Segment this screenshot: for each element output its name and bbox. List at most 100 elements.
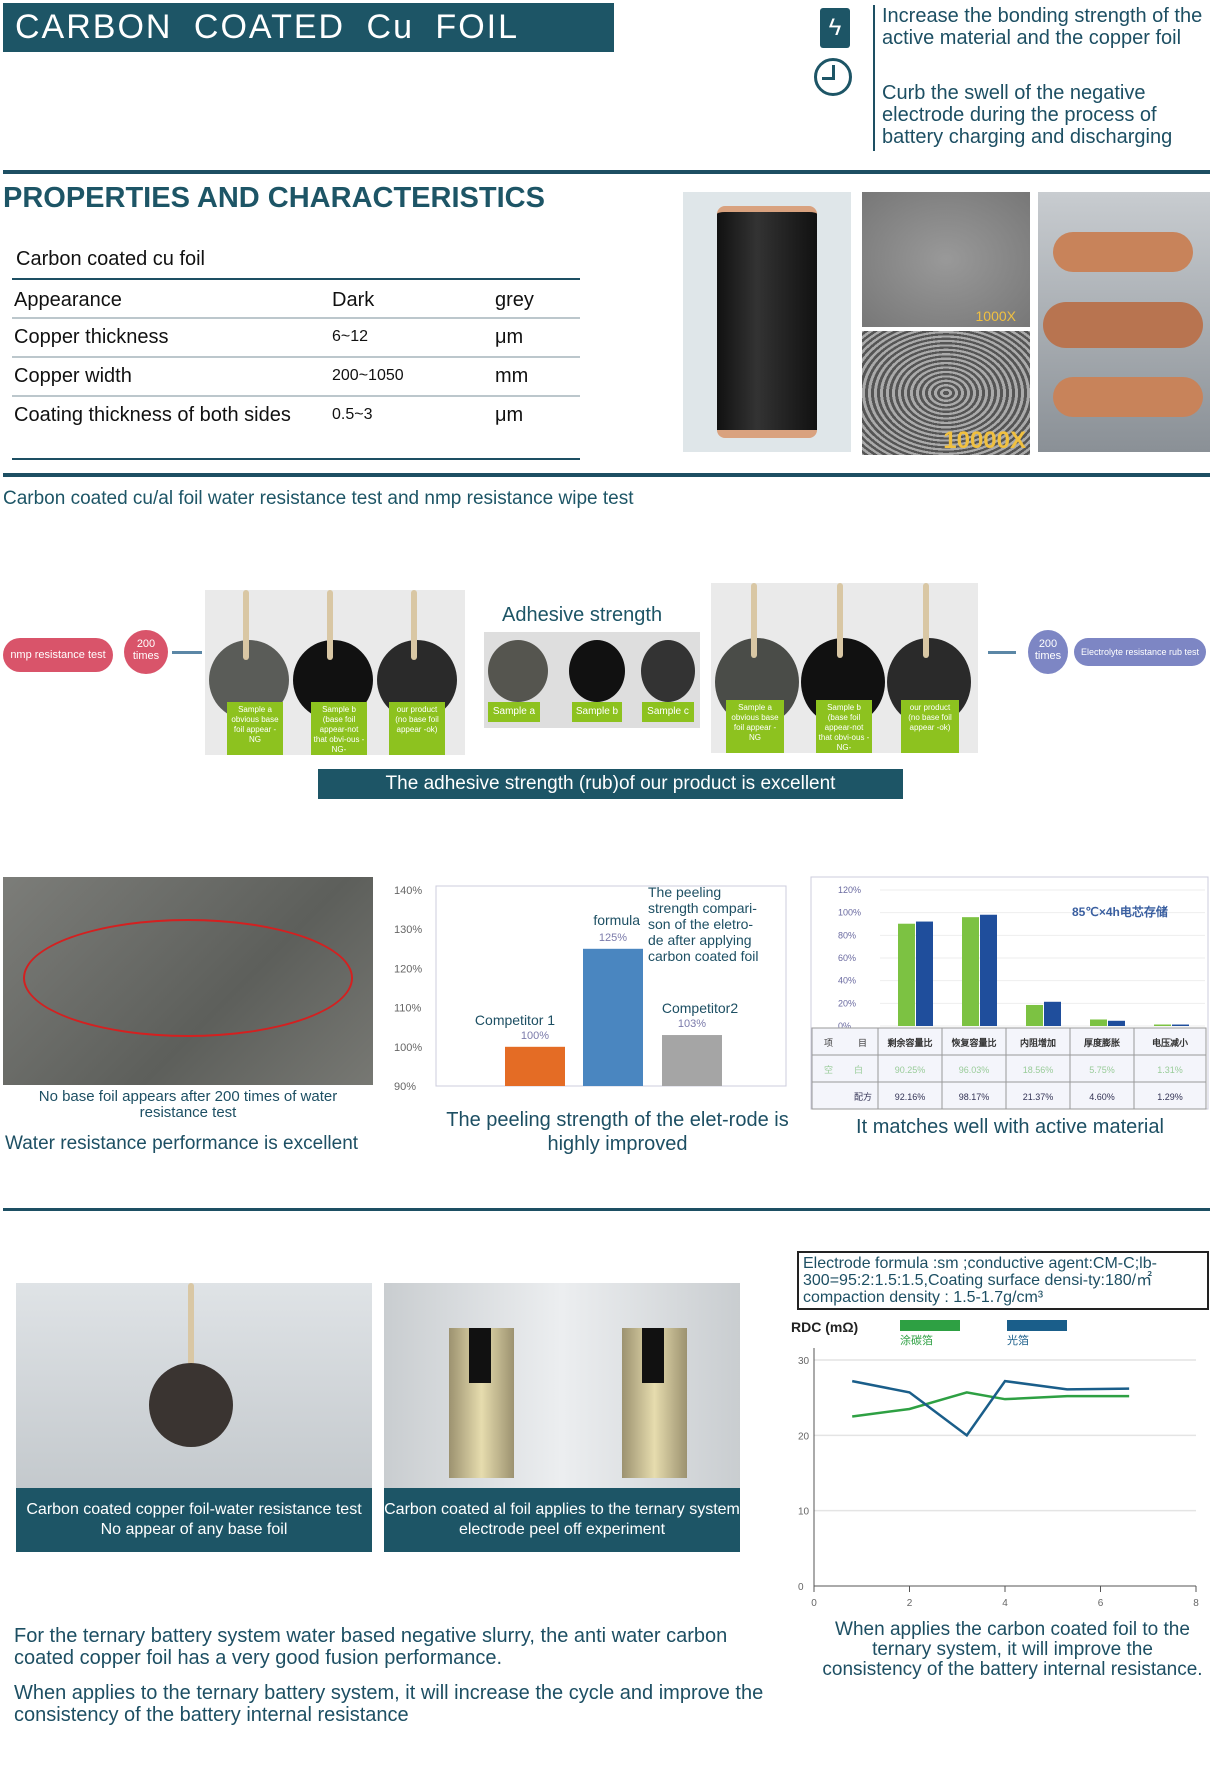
water-resistance-photo (16, 1283, 372, 1488)
rdc-line-chart: RDC (mΩ) 涂碳箔 光箔 0 10 20 30 0 2 4 6 8 (791, 1319, 1199, 1609)
sem-photo-10000x: 10000X (862, 331, 1030, 455)
series-line (852, 1391, 1130, 1418)
bar (1154, 1024, 1171, 1026)
legend-label: 涂碳箔 (900, 1333, 933, 1347)
photo-caption: Carbon coated copper foil-water resistan… (16, 1488, 372, 1552)
bar (1172, 1024, 1189, 1026)
section-heading: PROPERTIES AND CHARACTERISTICS (3, 182, 545, 214)
bar (1108, 1020, 1125, 1026)
chart-title: 85℃×4h电芯存储 (1072, 904, 1168, 919)
nmp-test-badge: nmp resistance test (3, 638, 113, 672)
table-header: 剩余容量比 (887, 1037, 932, 1048)
test-heading: Carbon coated cu/al foil water resistanc… (3, 488, 634, 509)
table-header: 厚度膨胀 (1084, 1037, 1120, 1048)
legend-swatch (900, 1320, 960, 1331)
peel-strength-chart: 90% 100% 110% 120% 130% 140% 100% Competitor 1 1… (394, 884, 787, 1093)
water-headline: Water resistance performance is excellen… (5, 1133, 359, 1154)
row-label: 配方 (854, 1091, 872, 1102)
bar (980, 914, 997, 1026)
photo-caption: Carbon coated al foil applies to the ter… (384, 1488, 740, 1552)
table-row: Copper width 200~1050 mm (14, 365, 529, 387)
bar (1044, 1001, 1061, 1026)
y-tick-label: 120% (394, 963, 422, 975)
table-row: Coating thickness of both sides 0.5~3 μm (14, 404, 524, 426)
table-cell: 96.03% (959, 1065, 990, 1075)
sem-photo-1000x: 1000X (862, 192, 1030, 327)
table-cell: 5.75% (1089, 1065, 1115, 1075)
bar (898, 923, 915, 1026)
electrolyte-test-badge: Electrolyte resistance rub test (1074, 638, 1206, 666)
row-label: 白 (854, 1064, 863, 1075)
table-cell: 21.37% (1023, 1092, 1054, 1102)
y-tick-label: 100% (838, 908, 861, 918)
y-tick-label: 110% (394, 1003, 422, 1015)
table-header: 电压减小 (1152, 1037, 1188, 1048)
water-caption: No base foil appears after 200 times of … (38, 1088, 338, 1121)
y-tick-label: 60% (838, 953, 856, 963)
y-tick-label: 10 (798, 1507, 810, 1518)
annotation-line: de after applying (648, 932, 752, 948)
foil-rolls-factory-photo (1038, 192, 1210, 452)
annotation-line: son of the eletro- (648, 916, 753, 932)
y-tick-label: 0 (798, 1582, 804, 1593)
x-tick-label: 4 (1002, 1598, 1008, 1609)
y-tick-label: 90% (394, 1081, 416, 1093)
chart-caption: When applies the carbon coated foil to t… (822, 1619, 1203, 1680)
adhesive-title: Adhesive strength (502, 604, 663, 626)
x-tick-label: 6 (1098, 1598, 1104, 1609)
paragraph-fusion: For the ternary battery system water bas… (14, 1625, 728, 1669)
table-row: Copper thickness 6~12 μm (14, 326, 524, 348)
table-cell: 4.60% (1089, 1092, 1115, 1102)
paragraph-cycle: When applies to the ternary battery syst… (14, 1682, 764, 1726)
battery-bolt-icon: ϟ (820, 8, 850, 48)
category-label: formula (593, 912, 640, 928)
table-caption: Carbon coated cu foil (16, 248, 206, 270)
feature-swell: Curb the swell of the negative electrode… (882, 82, 1173, 148)
bar (662, 1035, 722, 1086)
clock-icon (814, 58, 852, 96)
y-tick-label: 20 (798, 1431, 810, 1442)
annotation-line: The peeling (648, 884, 721, 900)
table-cell: 92.16% (895, 1092, 926, 1102)
table-header: 项 (824, 1038, 833, 1048)
feature-divider (873, 5, 875, 151)
y-tick-label: 140% (394, 885, 422, 897)
data-label: 100% (521, 1030, 549, 1042)
annotation-line: carbon coated foil (648, 948, 759, 964)
y-tick-label: 40% (838, 976, 856, 986)
data-label: 125% (599, 932, 627, 944)
table-cell: 1.29% (1157, 1092, 1183, 1102)
divider (3, 473, 1210, 477)
table-header: 内阻增加 (1020, 1037, 1056, 1048)
table-header: 恢复容量比 (951, 1037, 996, 1048)
category-label: Competitor2 (662, 1000, 738, 1016)
table-cell: 18.56% (1023, 1065, 1054, 1075)
x-tick-label: 2 (907, 1598, 913, 1609)
table-cell: 98.17% (959, 1092, 990, 1102)
y-tick-label: 120% (838, 885, 861, 895)
data-label: 103% (678, 1018, 706, 1030)
peel-caption: The peeling strength of the elet-rode is… (446, 1109, 789, 1155)
legend-swatch (1007, 1320, 1067, 1331)
formula-box: Electrode formula :sm ;conductive agent:… (797, 1251, 1209, 1310)
electrolyte-samples-photo: Sample a obvious base foil appear -NG Sam… (711, 583, 978, 753)
table-header: 目 (858, 1038, 867, 1048)
y-axis-label: RDC (mΩ) (791, 1319, 858, 1335)
peel-off-photo (384, 1283, 740, 1488)
table-cell: 90.25% (895, 1065, 926, 1075)
x-tick-label: 8 (1193, 1598, 1199, 1609)
y-tick-label: 100% (394, 1042, 422, 1054)
foil-roll-photo (683, 192, 851, 452)
feature-bonding: Increase the bonding strength of the act… (882, 5, 1203, 49)
y-tick-label: 0% (838, 1021, 851, 1031)
y-tick-label: 130% (394, 924, 422, 936)
row-label: 空 (824, 1064, 833, 1075)
water-test-photo (3, 877, 373, 1085)
nmp-samples-photo: Sample a obvious base foil appear -NG Sam… (205, 590, 465, 755)
category-label: Competitor 1 (475, 1012, 555, 1028)
divider (3, 1208, 1210, 1211)
adhesive-banner: The adhesive strength (rub)of our produc… (318, 769, 903, 799)
times-badge: 200 times (124, 630, 168, 674)
match-caption: It matches well with active material (856, 1116, 1164, 1138)
